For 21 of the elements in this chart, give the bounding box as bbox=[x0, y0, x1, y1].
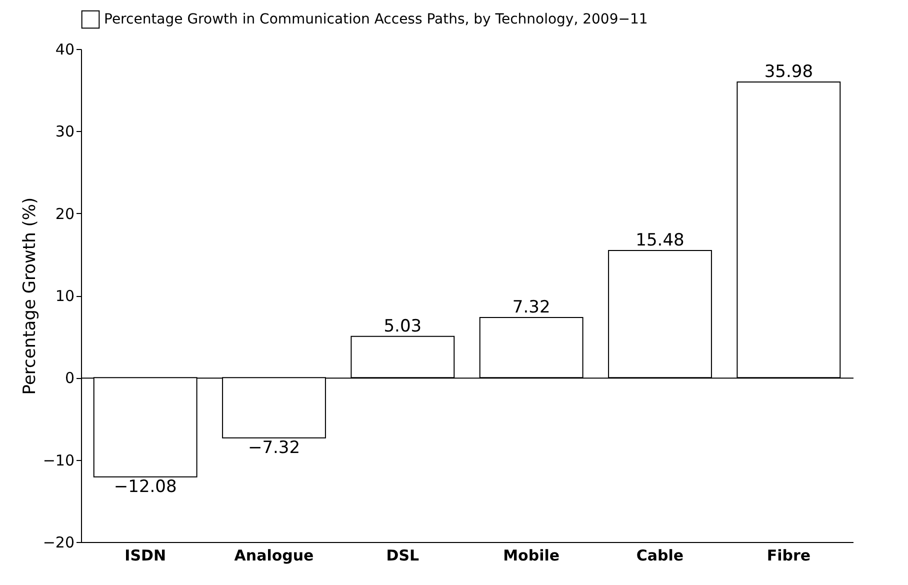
x-tick-label: Fibre bbox=[766, 546, 811, 564]
y-tick-label: 0 bbox=[64, 369, 74, 388]
y-tick-label: 40 bbox=[55, 40, 74, 58]
x-tick-label: Mobile bbox=[503, 546, 560, 564]
data-label: 5.03 bbox=[384, 316, 422, 336]
data-label: 35.98 bbox=[764, 62, 814, 82]
x-tick-label: Cable bbox=[636, 546, 684, 564]
y-axis-title: Percentage Growth (%) bbox=[20, 197, 40, 395]
y-tick-label: 20 bbox=[55, 204, 74, 223]
data-label: −12.08 bbox=[114, 476, 177, 497]
data-label: 15.48 bbox=[636, 230, 684, 250]
x-tick-label: ISDN bbox=[124, 546, 166, 564]
data-label: −7.32 bbox=[248, 438, 300, 458]
x-tick-label: DSL bbox=[386, 546, 420, 564]
y-tick-label: 30 bbox=[55, 122, 74, 141]
y-tick-label: −10 bbox=[42, 451, 74, 470]
data-label: 7.32 bbox=[512, 298, 550, 318]
y-tick-label: 10 bbox=[55, 287, 74, 305]
legend-label: Percentage Growth in Communication Access Paths, by Technology, 2009−11 bbox=[104, 12, 648, 28]
y-tick-label: −20 bbox=[42, 534, 74, 552]
x-tick-label: Analogue bbox=[234, 546, 314, 564]
